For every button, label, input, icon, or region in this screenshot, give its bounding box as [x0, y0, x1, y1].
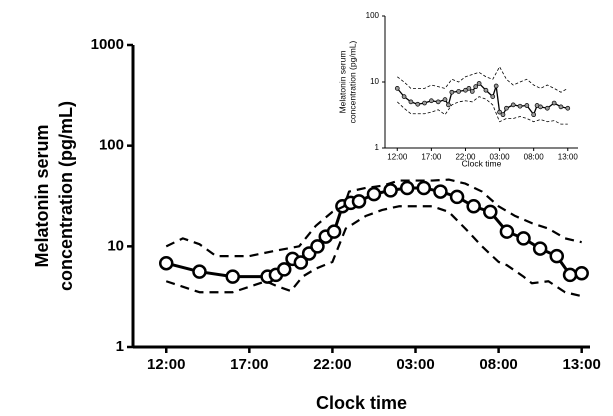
- data-point: [544, 105, 550, 111]
- data-point: [483, 204, 498, 220]
- data-point: [469, 89, 475, 94]
- y-axis-label: concentration (pg/mL): [56, 101, 76, 291]
- data-point: [524, 103, 530, 108]
- data-point: [366, 186, 382, 202]
- data-point: [551, 100, 557, 106]
- y-tick-label: 1: [116, 338, 124, 355]
- data-point: [500, 112, 506, 118]
- data-point: [449, 189, 465, 205]
- data-point: [394, 86, 400, 91]
- data-point: [429, 98, 434, 104]
- data-point: [493, 83, 499, 89]
- data-point: [422, 100, 427, 106]
- data-point: [433, 184, 448, 199]
- x-axis-label: Clock time: [462, 158, 502, 168]
- data-point: [510, 102, 516, 108]
- x-tick-label: 08:00: [524, 153, 545, 162]
- data-point: [449, 89, 455, 95]
- x-axis-label: Clock time: [316, 393, 407, 413]
- data-point: [416, 180, 432, 196]
- data-point: [446, 102, 451, 108]
- data-point: [574, 266, 589, 281]
- band-line: [397, 96, 568, 125]
- x-tick-label: 22:00: [313, 356, 351, 373]
- data-point: [466, 86, 472, 91]
- y-tick-label: 10: [107, 237, 124, 254]
- data-point: [293, 255, 309, 270]
- data-point: [562, 267, 578, 283]
- data-point: [225, 269, 240, 284]
- band-line: [165, 205, 582, 298]
- data-point: [351, 194, 367, 209]
- y-tick-label: 1000: [91, 36, 124, 53]
- data-point: [483, 87, 489, 93]
- y-axis-label: Melatonin serum: [337, 51, 347, 114]
- data-point: [383, 183, 398, 198]
- x-tick-label: 03:00: [490, 153, 511, 162]
- x-tick-label: 08:00: [479, 356, 517, 373]
- data-point: [326, 224, 342, 239]
- data-point: [473, 84, 479, 90]
- data-point: [517, 103, 523, 109]
- data-point: [435, 99, 441, 105]
- data-line: [396, 82, 568, 116]
- x-tick-label: 03:00: [396, 356, 434, 373]
- y-axis-label: concentration (pg/mL): [347, 40, 357, 123]
- data-point: [499, 224, 515, 239]
- y-axis-label: Melatonin serum: [32, 124, 52, 267]
- x-tick-label: 13:00: [563, 356, 601, 373]
- data-point: [276, 262, 292, 277]
- x-tick-label: 12:00: [147, 356, 185, 373]
- data-point: [415, 101, 421, 107]
- x-tick-label: 22:00: [455, 153, 476, 162]
- data-point: [538, 104, 543, 110]
- data-point: [158, 255, 174, 271]
- data-point: [476, 81, 482, 86]
- data-point: [497, 109, 502, 115]
- x-tick-label: 17:00: [421, 153, 442, 162]
- band-line: [397, 66, 568, 93]
- band-line: [165, 178, 582, 258]
- data-point: [532, 241, 548, 256]
- data-point: [504, 105, 509, 111]
- x-tick-label: 12:00: [387, 153, 408, 162]
- y-tick-label: 100: [366, 11, 380, 20]
- y-tick-label: 100: [99, 137, 124, 154]
- data-point: [310, 239, 325, 254]
- data-point: [565, 105, 571, 111]
- data-point: [192, 264, 207, 279]
- x-tick-label: 13:00: [558, 153, 579, 162]
- y-tick-label: 1: [375, 143, 380, 152]
- data-point: [549, 248, 565, 264]
- data-point: [490, 94, 496, 99]
- data-point: [442, 97, 448, 103]
- y-tick-label: 10: [370, 77, 379, 86]
- data-point: [456, 89, 462, 94]
- data-point: [558, 104, 564, 110]
- data-point: [408, 99, 414, 105]
- data-point: [466, 199, 481, 214]
- data-point: [516, 231, 531, 246]
- data-point: [531, 112, 537, 118]
- data-point: [401, 94, 407, 99]
- x-tick-label: 17:00: [230, 356, 268, 373]
- data-point: [399, 180, 415, 196]
